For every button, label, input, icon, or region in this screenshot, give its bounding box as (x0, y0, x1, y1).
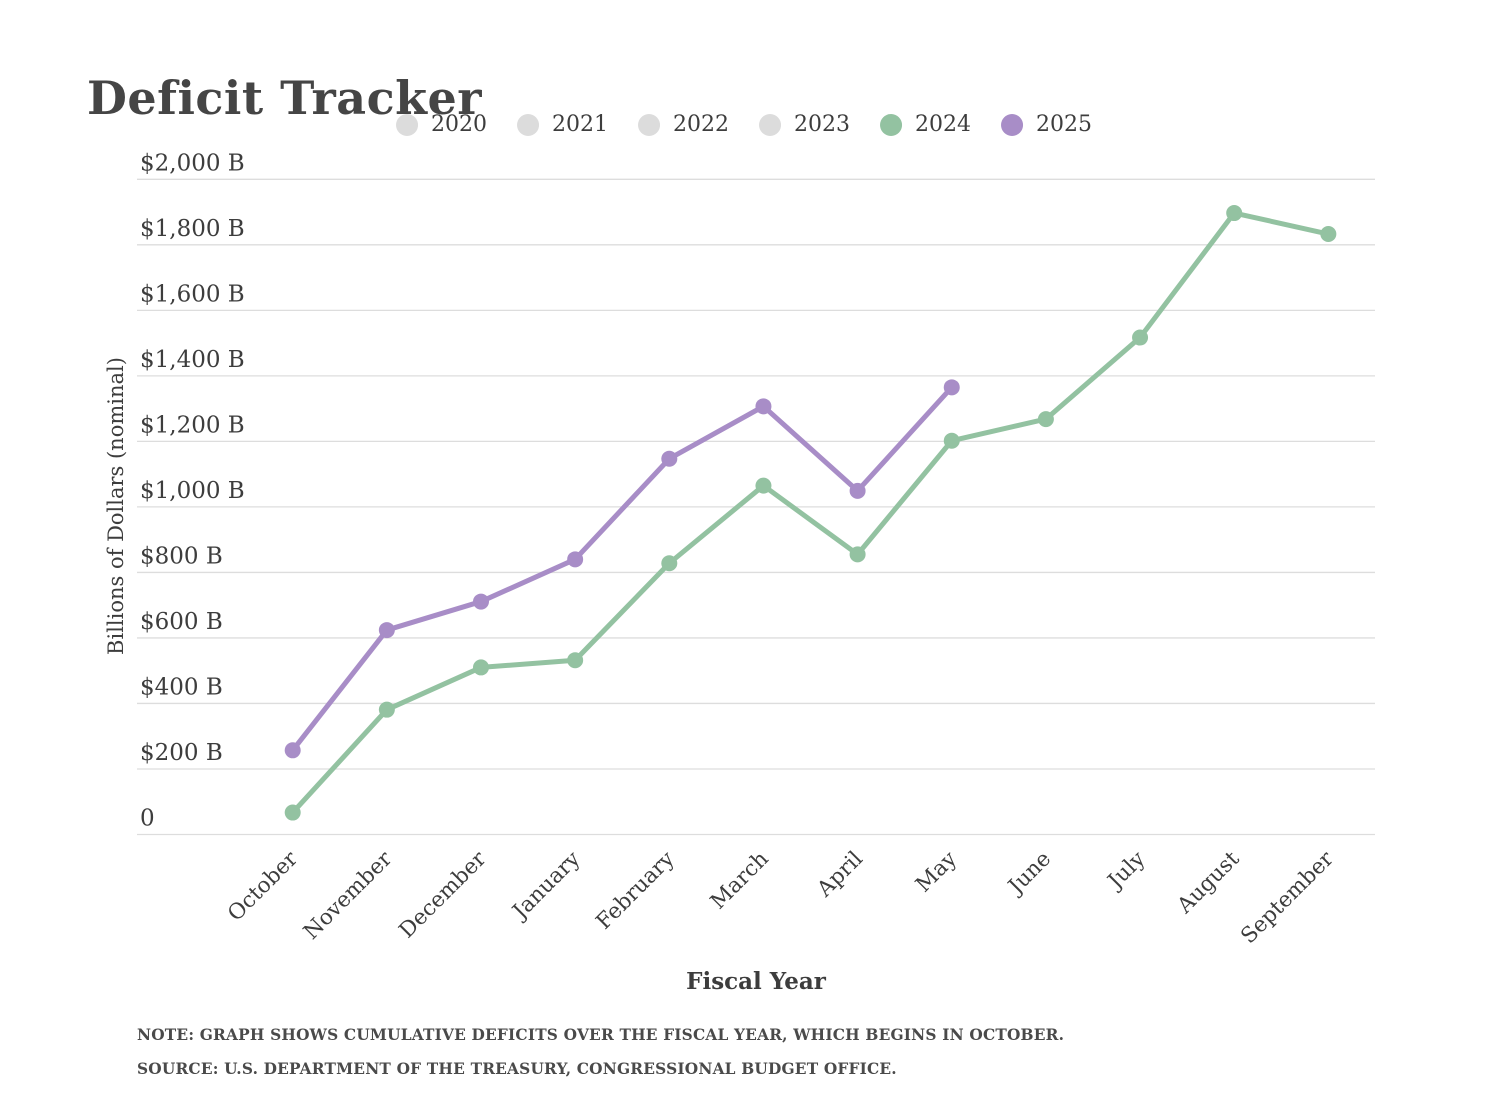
y-axis-title: Billions of Dollars (nominal) (104, 357, 128, 655)
source-text: SOURCE: U.S. DEPARTMENT OF THE TREASURY,… (137, 1059, 897, 1078)
data-point-2024-april[interactable] (849, 546, 866, 563)
data-point-2025-april[interactable] (849, 482, 866, 499)
legend-dot-2021 (517, 113, 540, 136)
legend-label: 2023 (794, 112, 851, 137)
data-point-2024-may[interactable] (943, 432, 960, 449)
y-tick-label: $600 B (140, 609, 223, 635)
legend-label: 2025 (1036, 112, 1093, 137)
y-tick-label: $200 B (140, 740, 223, 766)
legend-label: 2020 (431, 112, 488, 137)
x-tick-label-september: September (1236, 846, 1339, 949)
series-line-2025 (290, 384, 955, 753)
legend-label: 2022 (673, 112, 730, 137)
legend-item-2024[interactable]: 2024 (880, 112, 971, 137)
y-tick-label: 0 (140, 806, 155, 832)
x-tick-label-february: February (591, 846, 680, 935)
y-tick-label: $1,600 B (140, 281, 245, 307)
y-tick-label: $2,000 B (140, 150, 245, 176)
data-point-2024-june[interactable] (1037, 411, 1054, 428)
data-point-2024-august[interactable] (1226, 205, 1243, 222)
data-point-2024-january[interactable] (567, 652, 584, 669)
legend-dot-2024 (880, 113, 903, 136)
legend-dot-2020 (396, 113, 419, 136)
x-tick-label-june: June (1002, 847, 1056, 901)
data-point-2024-march[interactable] (755, 477, 772, 494)
data-point-2024-october[interactable] (284, 804, 301, 821)
data-point-2025-may[interactable] (943, 379, 960, 396)
data-point-2024-july[interactable] (1132, 329, 1149, 346)
data-point-2024-september[interactable] (1320, 226, 1337, 243)
legend-item-2025[interactable]: 2025 (1001, 112, 1092, 137)
x-tick-label-april: April (812, 846, 868, 902)
legend-dot-2025 (1001, 113, 1024, 136)
y-tick-label: $1,200 B (140, 412, 245, 438)
x-tick-label-may: May (911, 846, 963, 898)
data-point-2024-february[interactable] (661, 555, 678, 572)
data-point-2025-october[interactable] (284, 742, 301, 759)
legend-item-2020[interactable]: 2020 (396, 112, 487, 137)
y-tick-label: $800 B (140, 543, 223, 569)
data-point-2025-january[interactable] (567, 551, 584, 568)
note-text: NOTE: GRAPH SHOWS CUMULATIVE DEFICITS OV… (137, 1025, 1065, 1044)
x-tick-label-november: November (299, 846, 398, 945)
legend-dot-2022 (638, 113, 661, 136)
chart-notes: NOTE: GRAPH SHOWS CUMULATIVE DEFICITS OV… (137, 1018, 1064, 1086)
y-tick-label: $400 B (140, 674, 223, 700)
data-point-2024-november[interactable] (378, 701, 395, 718)
x-tick-label-december: December (394, 846, 491, 943)
legend: 2020 2021 2022 2023 2024 2025 (396, 112, 1092, 137)
data-point-2025-february[interactable] (661, 450, 678, 467)
y-tick-label: $1,400 B (140, 347, 245, 373)
legend-item-2022[interactable]: 2022 (638, 112, 729, 137)
x-tick-label-august: August (1172, 846, 1245, 919)
y-tick-label: $1,800 B (140, 216, 245, 242)
series-line-2024 (290, 210, 1331, 816)
x-tick-label-january: January (507, 846, 586, 925)
x-axis-title: Fiscal Year (686, 968, 826, 995)
legend-label: 2024 (915, 112, 972, 137)
legend-label: 2021 (552, 112, 609, 137)
x-tick-label-october: October (223, 846, 303, 926)
x-tick-label-march: March (706, 846, 774, 914)
data-point-2025-march[interactable] (755, 398, 772, 415)
legend-item-2021[interactable]: 2021 (517, 112, 608, 137)
y-tick-label: $1,000 B (140, 478, 245, 504)
page-title: Deficit Tracker (87, 70, 482, 125)
data-point-2025-november[interactable] (378, 622, 395, 639)
legend-item-2023[interactable]: 2023 (759, 112, 850, 137)
legend-dot-2023 (759, 113, 782, 136)
data-point-2024-december[interactable] (473, 659, 489, 676)
data-point-2025-december[interactable] (473, 593, 489, 610)
x-tick-label-july: July (1102, 846, 1151, 895)
